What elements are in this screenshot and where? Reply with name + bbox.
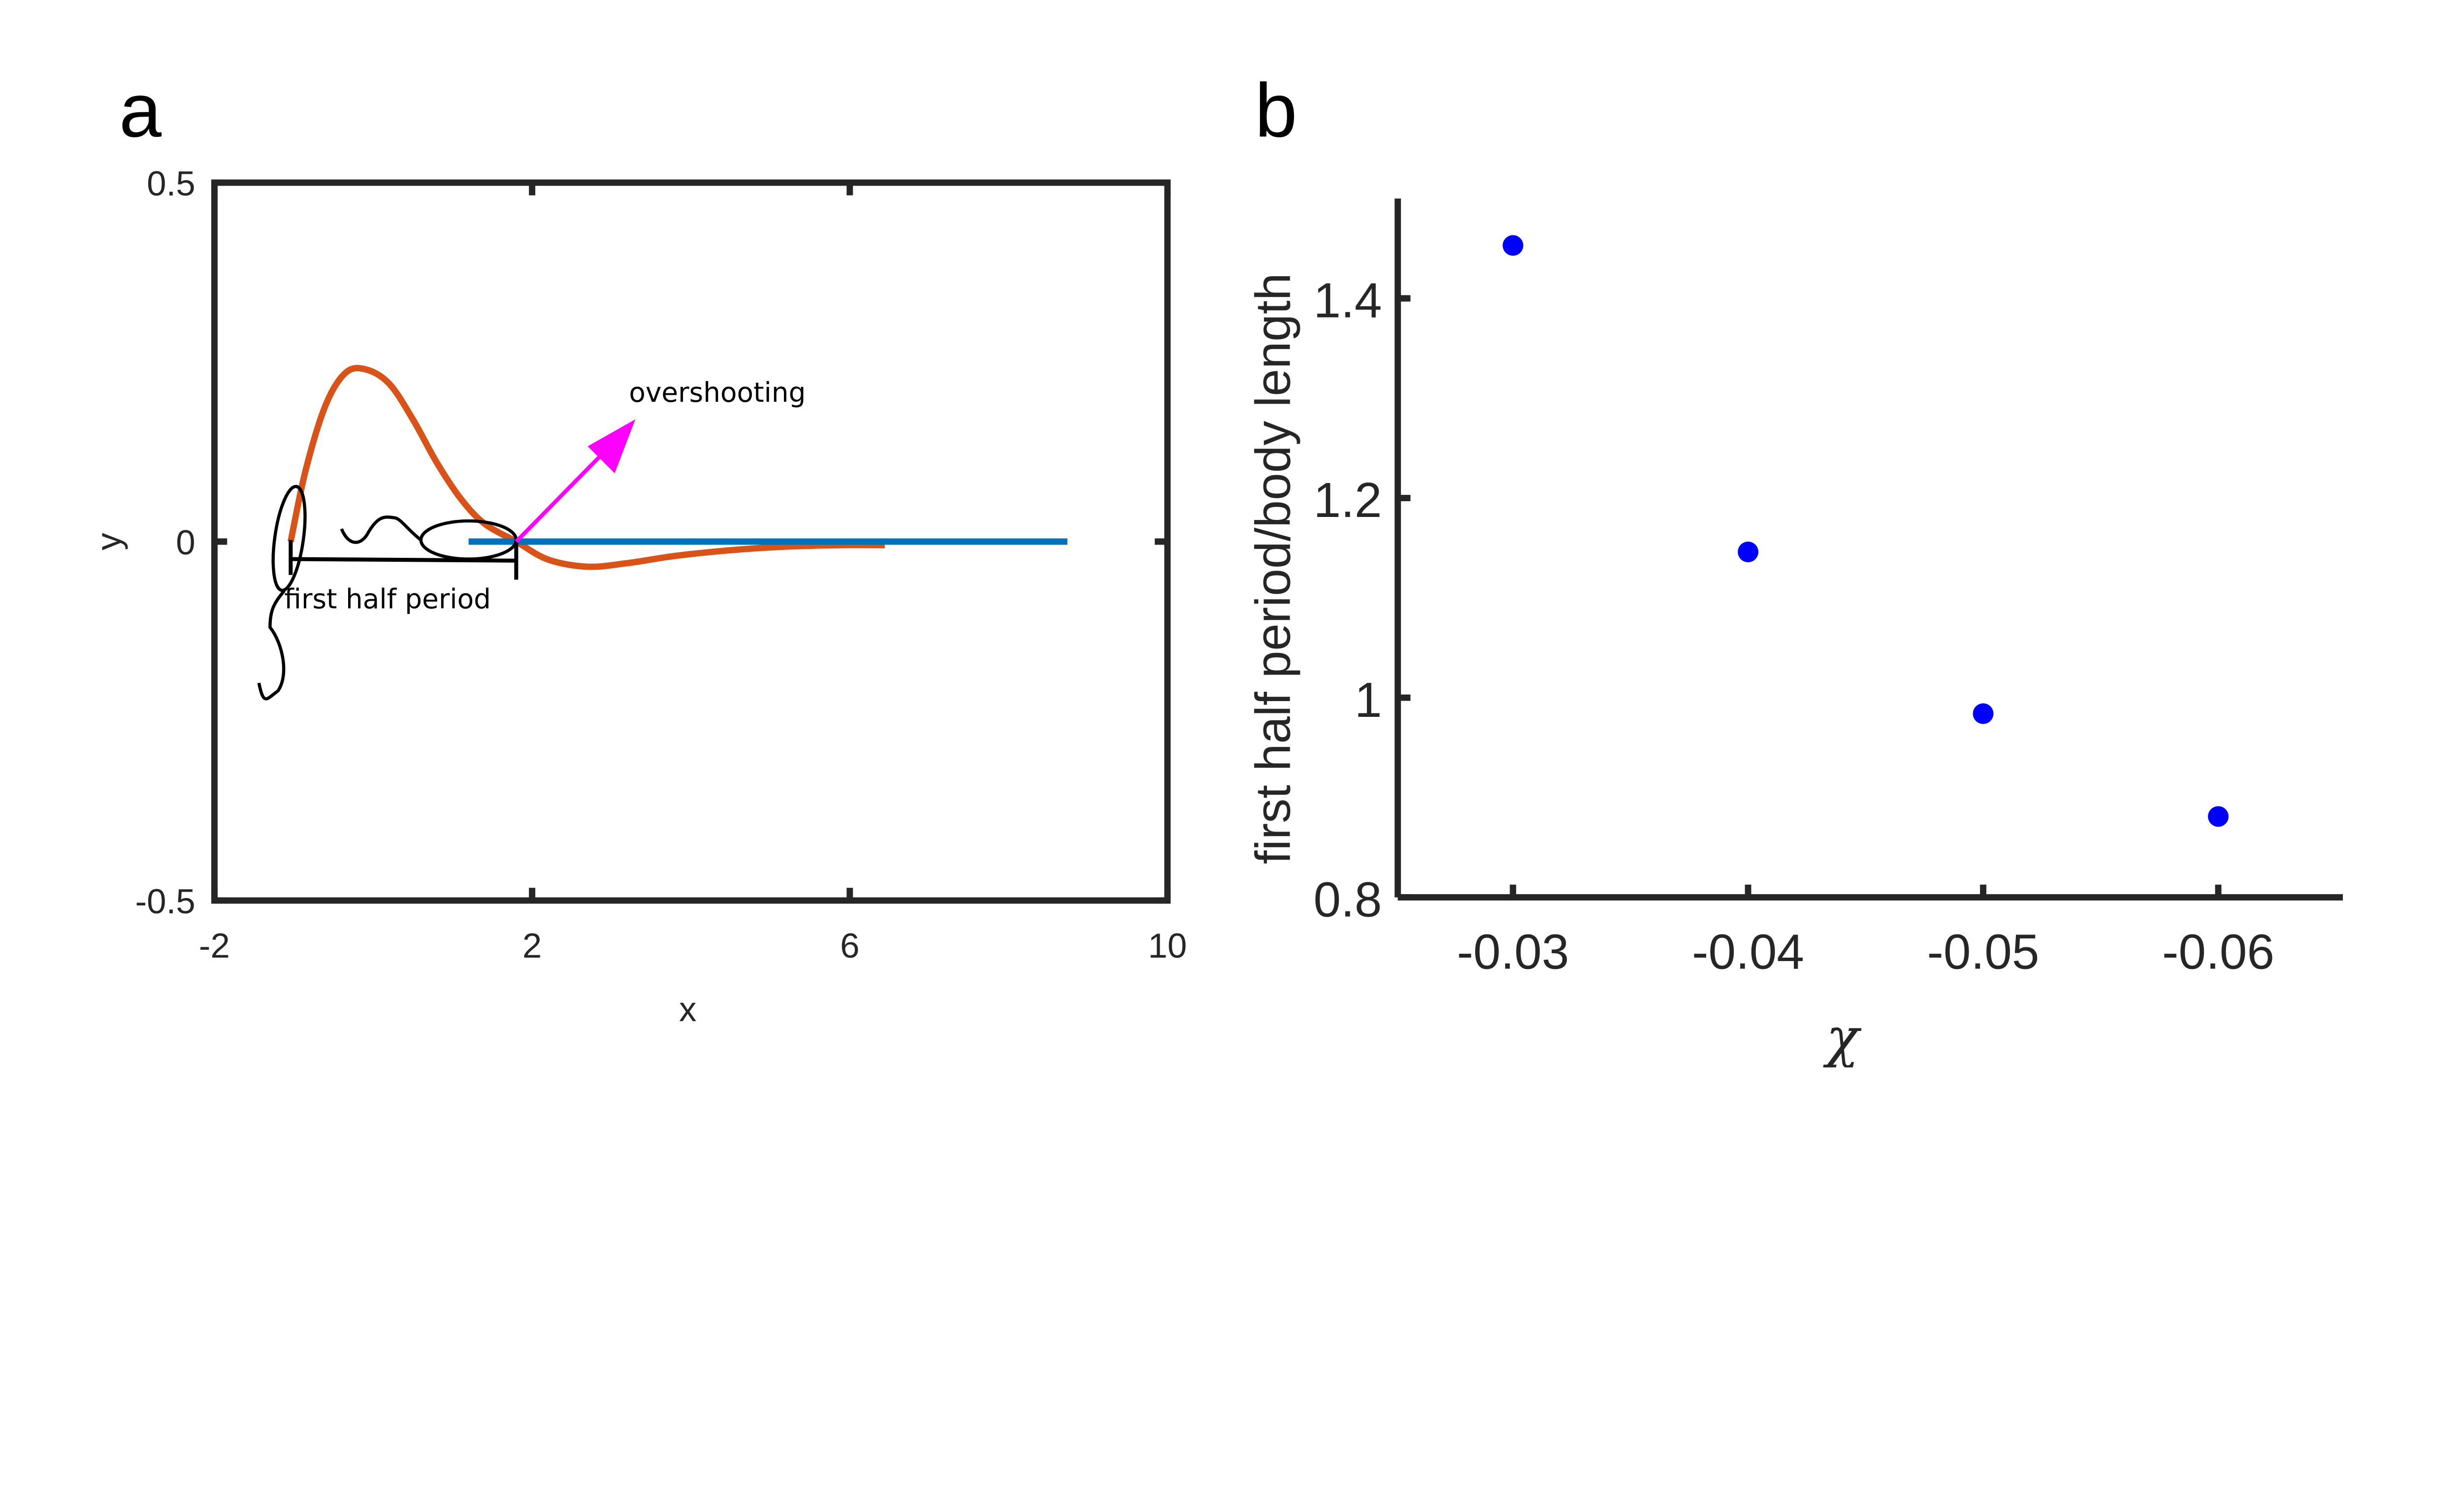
panel-a-plot-area: -2 2 6 10 -0.5 0 0.5 (135, 164, 1187, 965)
y-tick-label: 0.5 (147, 164, 195, 203)
x-axis-label-a: x (679, 990, 696, 1029)
y-tick-label: 0.8 (1313, 872, 1382, 927)
data-point (1738, 542, 1759, 562)
x-tick-label: 2 (522, 927, 542, 965)
panel-b: b -0.03 -0.04 -0.05 -0.06 0.8 1 1.2 1.4 χ first… (1245, 67, 2343, 1067)
y-axis-label-a: y (90, 533, 129, 550)
overshoot-arrow-icon (515, 419, 636, 543)
x-axis-label-b: χ (1823, 1006, 1862, 1067)
panel-label-a: a (119, 67, 162, 153)
y-tick-label: -0.5 (135, 882, 195, 921)
figure: a -2 2 6 10 -0.5 0 0.5 first half period overs… (90, 67, 2343, 1067)
x-tick-label: -0.04 (1692, 925, 1804, 980)
data-point (2208, 806, 2229, 827)
y-axis-label-b: first half period/body length (1245, 273, 1300, 865)
panel-label-b: b (1255, 67, 1297, 153)
data-point (1973, 703, 1994, 724)
series-line-trajectory (288, 365, 885, 570)
y-tick-label: 1.4 (1313, 273, 1382, 328)
half-period-bracket (289, 540, 518, 580)
x-tick-label: -0.03 (1457, 925, 1569, 980)
y-tick-label: 1.2 (1313, 473, 1382, 528)
data-point (1502, 235, 1523, 256)
x-tick-label: 10 (1148, 927, 1187, 965)
x-tick-label: -0.05 (1927, 925, 2040, 980)
panel-a: a -2 2 6 10 -0.5 0 0.5 first half period overs… (90, 67, 1187, 1029)
y-tick-label: 1 (1355, 673, 1382, 728)
annotation-first-half-period: first half period (284, 583, 491, 614)
y-tick-label: 0 (176, 523, 195, 562)
x-tick-label: 6 (840, 927, 859, 965)
x-tick-label: -2 (199, 927, 230, 965)
x-tick-label: -0.06 (2162, 925, 2274, 980)
panel-b-plot-area: -0.03 -0.04 -0.05 -0.06 0.8 1 1.2 1.4 (1313, 198, 2343, 980)
annotation-overshooting: overshooting (629, 377, 806, 408)
